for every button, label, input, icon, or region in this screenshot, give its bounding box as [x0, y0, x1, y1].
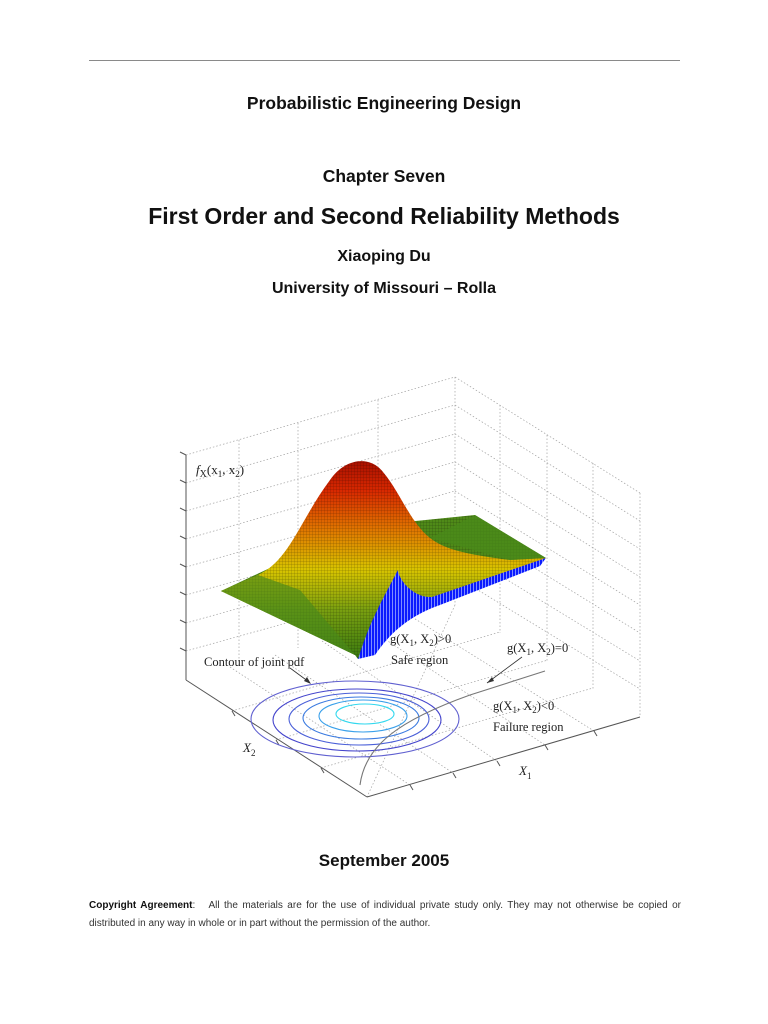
affiliation: University of Missouri – Rolla: [271, 280, 497, 297]
joint-pdf-contours: [250, 680, 460, 758]
floor-axes: [179, 451, 641, 798]
author-name: Xiaoping Du: [337, 248, 431, 265]
contour-label: Contour of joint pdf: [204, 655, 305, 669]
publication-date: September 2005: [318, 851, 450, 870]
copyright-text: All the materials are for the use of ind…: [89, 900, 681, 929]
failure-expression: g(X1, X2)<0: [493, 699, 554, 715]
z-axis-label: fX(x1, x2): [196, 462, 244, 480]
safe-expression: g(X1, X2)>0: [390, 632, 451, 648]
top-rule: [89, 60, 680, 61]
failure-region-label: Failure region: [493, 720, 564, 734]
limit-state-expression: g(X1, X2)=0: [507, 641, 568, 657]
limit-state-curve: [359, 670, 546, 786]
series-title: Probabilistic Engineering Design: [246, 93, 522, 113]
copyright-label: Copyright Agreement: [89, 900, 193, 911]
x1-axis-label: X1: [518, 763, 531, 781]
copyright-colon: :: [192, 900, 209, 911]
chapter-title: First Order and Second Reliability Metho…: [148, 203, 620, 229]
safe-region-label: Safe region: [391, 653, 449, 667]
x2-axis-label: X2: [242, 740, 255, 758]
copyright-notice: Copyright Agreement: All the materials a…: [89, 897, 681, 932]
chapter-label: Chapter Seven: [322, 166, 446, 186]
